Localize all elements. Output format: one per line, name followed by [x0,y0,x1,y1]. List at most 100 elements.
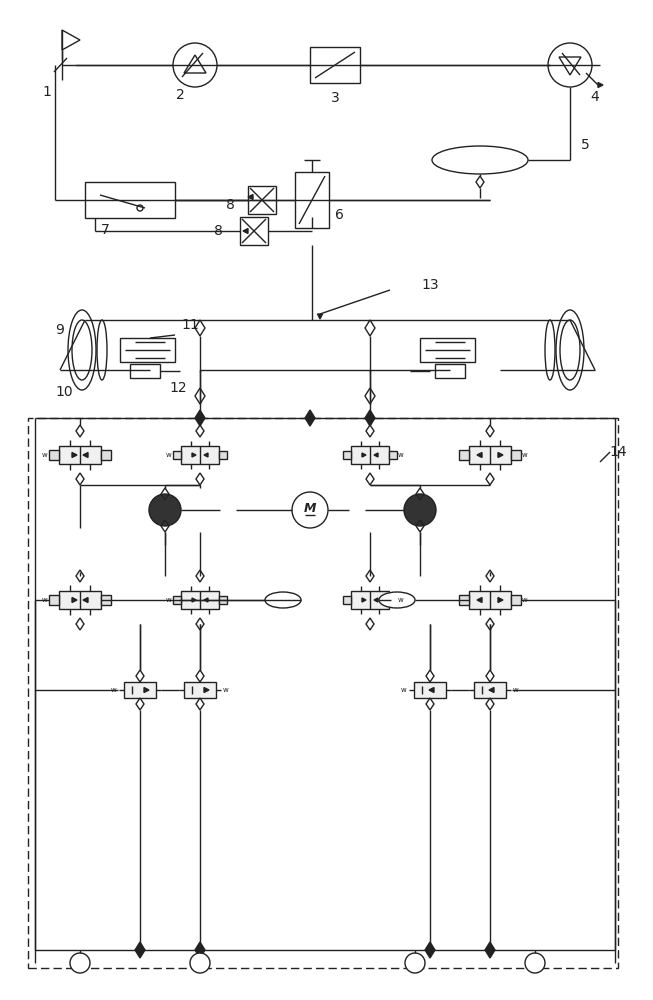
Bar [389,596,397,604]
Bar [101,595,111,605]
Polygon shape [204,453,208,457]
Bar [59,446,101,464]
Bar [85,182,175,218]
Text: w: w [42,452,48,458]
Polygon shape [598,83,603,88]
Text: w: w [522,597,528,603]
Ellipse shape [556,310,584,390]
Circle shape [190,953,210,973]
Circle shape [173,43,217,87]
Bar [459,595,469,605]
Bar [49,450,59,460]
Polygon shape [317,314,323,319]
Bar [310,47,360,83]
Polygon shape [72,597,77,602]
Text: 12: 12 [169,381,187,395]
Text: 13: 13 [421,278,439,292]
Text: w: w [42,597,48,603]
Polygon shape [144,688,149,692]
Polygon shape [243,229,248,233]
Text: 5: 5 [581,138,590,152]
Polygon shape [362,598,366,602]
Bar [240,217,268,245]
Bar [351,446,389,464]
Text: w: w [398,452,404,458]
Polygon shape [374,453,378,457]
Polygon shape [248,194,253,200]
Polygon shape [365,410,375,426]
Polygon shape [72,452,77,458]
Text: 14: 14 [609,445,627,459]
Bar [511,450,521,460]
Polygon shape [477,597,482,602]
Bar [295,172,329,228]
Circle shape [70,953,90,973]
Circle shape [548,43,592,87]
Polygon shape [195,942,205,958]
Circle shape [525,953,545,973]
Polygon shape [485,942,495,958]
Bar [181,591,219,609]
Circle shape [149,494,181,526]
Bar [184,682,216,698]
Ellipse shape [545,320,555,380]
Bar [173,596,181,604]
Bar [469,446,511,464]
Bar [420,338,475,362]
Text: w: w [398,597,404,603]
Polygon shape [498,597,503,602]
Bar [28,418,618,968]
Circle shape [404,494,436,526]
Polygon shape [83,452,88,458]
Text: 2: 2 [176,88,184,102]
Polygon shape [204,688,209,692]
Text: 9: 9 [56,323,65,337]
Bar [389,451,397,459]
Text: w: w [401,687,407,693]
Text: w: w [111,687,117,693]
Bar [181,446,219,464]
Bar [248,186,276,214]
Bar [101,450,111,460]
Bar [343,596,351,604]
Polygon shape [374,598,378,602]
Text: w: w [522,452,528,458]
Bar [435,364,465,378]
Text: w: w [223,687,229,693]
Polygon shape [362,453,366,457]
Polygon shape [192,598,196,602]
Ellipse shape [560,320,580,380]
Ellipse shape [265,592,301,608]
Polygon shape [429,688,434,692]
Bar [474,682,506,698]
Polygon shape [498,452,503,458]
Bar [351,591,389,609]
Polygon shape [195,410,205,426]
Polygon shape [305,410,315,426]
Bar [511,595,521,605]
Text: M: M [304,502,316,514]
Bar [343,451,351,459]
Text: 11: 11 [181,318,199,332]
Bar [130,364,160,378]
Text: w: w [166,597,172,603]
Bar [219,451,227,459]
Ellipse shape [97,320,107,380]
Polygon shape [204,598,208,602]
Polygon shape [489,688,494,692]
Ellipse shape [68,310,96,390]
Polygon shape [425,942,435,958]
Circle shape [137,205,143,211]
Polygon shape [135,942,145,958]
Text: w: w [513,687,519,693]
Bar [173,451,181,459]
Bar [469,591,511,609]
Bar [414,682,446,698]
Ellipse shape [379,592,415,608]
Circle shape [405,953,425,973]
Polygon shape [477,452,482,458]
Polygon shape [83,597,88,602]
Polygon shape [192,453,196,457]
Circle shape [292,492,328,528]
Text: 3: 3 [330,91,340,105]
